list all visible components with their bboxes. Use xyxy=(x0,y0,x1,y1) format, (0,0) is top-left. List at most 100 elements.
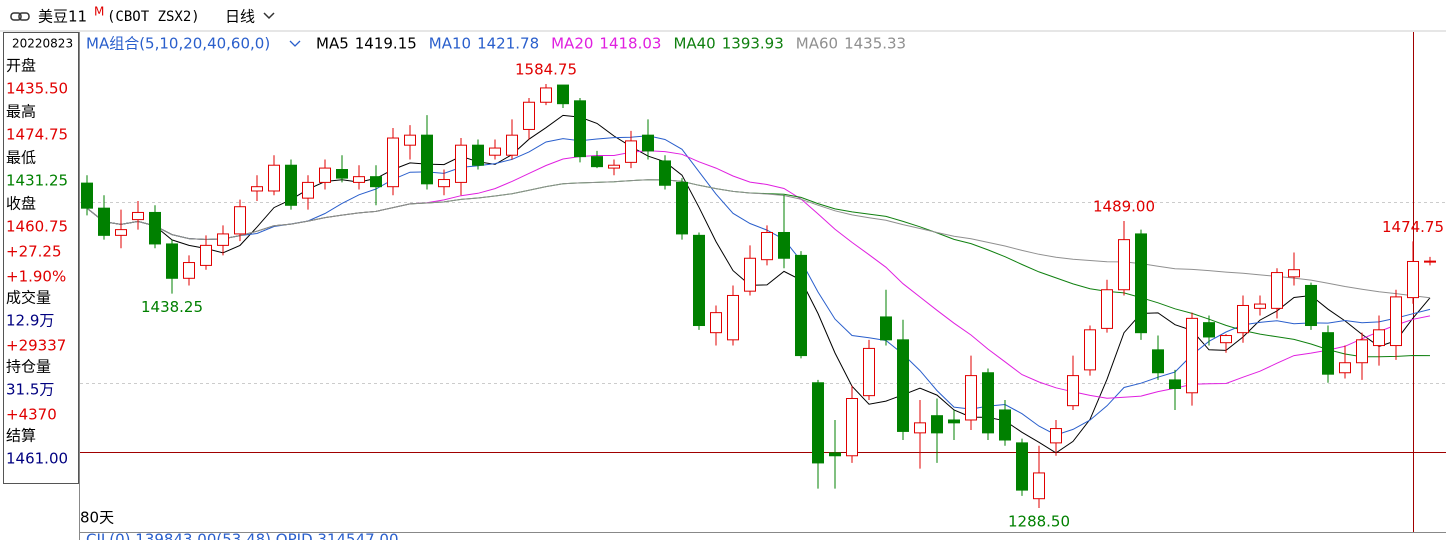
candle-body xyxy=(608,164,620,169)
info-label: 成交量 xyxy=(6,289,51,307)
legend-value: 1418.03 xyxy=(599,35,661,53)
legend-value: 1421.78 xyxy=(477,35,539,53)
candle-body xyxy=(1271,272,1283,309)
candle-body xyxy=(1135,233,1147,334)
candle-body xyxy=(421,134,433,185)
legend-value: 1393.93 xyxy=(722,35,784,53)
candle-body xyxy=(81,182,93,209)
legend-value: 1419.15 xyxy=(355,35,417,53)
legend-name: MA10 xyxy=(429,35,471,53)
candle-body xyxy=(506,134,518,156)
candle-body xyxy=(1390,296,1402,347)
extreme-label: 1584.75 xyxy=(515,61,577,79)
link-icon[interactable] xyxy=(10,12,30,21)
sub-chart-legend: CJL(0) 139843.00(53.48) OPID 314547.00 xyxy=(86,531,399,540)
info-change: +27.25 xyxy=(6,243,62,261)
ma-dropdown[interactable] xyxy=(289,40,301,47)
plot xyxy=(81,84,1436,508)
candle-body xyxy=(914,422,926,434)
candle-body xyxy=(948,419,960,424)
info-label: 最低 xyxy=(6,149,36,167)
candle-body xyxy=(98,207,110,236)
candle-body xyxy=(115,229,127,236)
candle-body xyxy=(846,398,858,457)
candle-body xyxy=(863,347,875,397)
candle-body xyxy=(404,134,416,146)
info-label: 收盘 xyxy=(6,195,36,213)
candle-body xyxy=(1288,269,1300,278)
candle-body xyxy=(557,84,569,105)
span-label: 80天 xyxy=(80,509,114,527)
candle-body xyxy=(1067,375,1079,407)
candle-body xyxy=(489,147,501,156)
candle-body xyxy=(642,134,654,152)
info-label: 结算 xyxy=(6,427,36,445)
candle-body xyxy=(982,372,994,434)
extreme-label: 1489.00 xyxy=(1093,198,1155,216)
ma-group[interactable]: MA组合(5,10,20,40,60,0) xyxy=(86,35,270,53)
candle-body xyxy=(319,167,331,183)
candle-body xyxy=(1220,335,1232,344)
candle-body xyxy=(353,176,365,183)
legend-value: 1435.33 xyxy=(844,35,906,53)
candle-body xyxy=(1424,260,1436,263)
info-value: 1461.00 xyxy=(6,450,68,468)
candle-body xyxy=(149,211,161,245)
info-value: 1474.75 xyxy=(6,126,68,144)
candle-body xyxy=(234,206,246,235)
candle-body xyxy=(931,415,943,434)
candle-body xyxy=(472,144,484,166)
legend-name: MA60 xyxy=(796,35,838,53)
candle-body xyxy=(829,452,841,457)
candle-body xyxy=(591,156,603,168)
info-value: 12.9万 xyxy=(6,312,54,330)
candle-body xyxy=(1016,442,1028,491)
candle-body xyxy=(659,160,671,186)
badge: M xyxy=(94,5,104,19)
candle-body xyxy=(693,234,705,327)
candle-body xyxy=(1203,322,1215,338)
candle-body xyxy=(132,211,144,221)
candle-body xyxy=(999,409,1011,441)
extreme-label: 1474.75 xyxy=(1382,218,1444,236)
info-label: 持仓量 xyxy=(6,358,51,376)
candle-body xyxy=(1152,349,1164,374)
extreme-label: 1288.50 xyxy=(1008,513,1070,531)
candle-body xyxy=(897,339,909,432)
candle-body xyxy=(880,316,892,341)
ma-line xyxy=(86,179,1431,299)
candle-body xyxy=(523,101,535,130)
candle-body xyxy=(574,100,586,158)
candle-body xyxy=(268,164,280,192)
period-select[interactable]: 日线 xyxy=(225,8,255,26)
candle-body xyxy=(795,254,807,357)
ma-line xyxy=(86,179,1431,358)
candle-body xyxy=(1169,379,1181,389)
candle-body xyxy=(812,382,824,464)
legend-name: MA40 xyxy=(673,35,715,53)
candle-body xyxy=(438,179,450,188)
candle-body xyxy=(302,181,314,199)
candle-body xyxy=(1356,339,1368,364)
candle-body xyxy=(1084,329,1096,371)
ma-line xyxy=(86,135,1431,436)
candle-body xyxy=(1254,303,1266,309)
info-change: +4370 xyxy=(6,406,57,424)
candle-body xyxy=(1050,428,1062,444)
candle-body xyxy=(251,186,263,192)
candle-body xyxy=(1101,289,1113,329)
candle-body xyxy=(217,233,229,246)
candle-body xyxy=(1407,260,1419,299)
info-change: +29337 xyxy=(6,337,66,355)
info-date: 20220823 xyxy=(12,37,73,51)
candle-body xyxy=(625,140,637,163)
dropdown-arrow[interactable] xyxy=(263,12,275,20)
candle-body xyxy=(676,181,688,235)
candle-body xyxy=(387,137,399,188)
legend-name: MA20 xyxy=(551,35,593,53)
info-value: 1460.75 xyxy=(6,218,68,236)
symbol: 美豆11 xyxy=(38,8,87,26)
candle-body xyxy=(1322,332,1334,375)
candle-body xyxy=(710,312,722,334)
